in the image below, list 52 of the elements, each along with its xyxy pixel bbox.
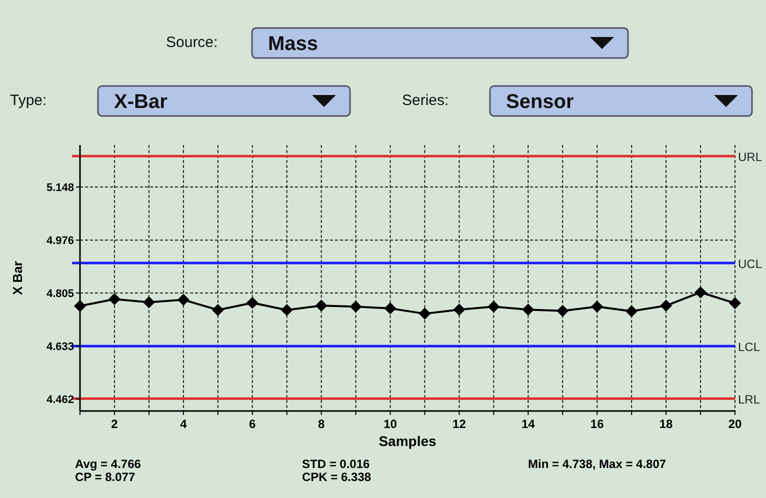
point [384,302,396,314]
y-tick-label: 4.633 [46,341,74,354]
text: STD = 0.016 [302,457,370,471]
y-tick-label: 4.805 [46,288,74,300]
point [418,308,431,320]
x-tick-label: 6 [249,417,256,431]
point [626,305,638,318]
point [522,304,534,316]
point [488,300,500,313]
ref-line-label: UCL [738,257,762,272]
point [453,304,466,316]
source-note: Source: [166,34,218,51]
x-tick-label: 18 [659,417,674,431]
point [212,304,224,316]
point [556,304,569,317]
text: CP = 8.077 [75,470,136,484]
point [280,304,293,316]
point [177,294,190,306]
text: Mass [268,33,318,55]
point [591,300,604,313]
text: Type: [10,92,47,109]
point [694,286,707,298]
text: X-Bar [114,91,168,113]
x-tick-label: 10 [384,417,398,431]
y-tick-label: 4.976 [46,235,74,248]
text: CPK = 6.338 [302,470,372,484]
x-tick-label: 4 [180,417,188,431]
ref-line-label: LRL [738,392,760,407]
y-axis-title: X Bar [10,261,25,295]
point [315,300,328,312]
point [74,300,86,312]
x-tick-label: 14 [521,417,536,431]
point [108,293,120,306]
point [350,300,362,313]
ref-line-label: URL [738,150,762,164]
x-tick-label: 20 [728,417,742,431]
x-tick-label: 16 [590,417,604,431]
point [729,297,741,310]
text: Sensor [506,91,574,113]
point [246,296,258,309]
x-tick-label: 8 [318,417,325,431]
text: Avg = 4.766 [75,457,142,471]
x-tick-label: 12 [452,417,466,431]
ref-line-label: LCL [738,340,760,354]
point [142,296,155,308]
text: Series: [402,92,449,109]
text: Min = 4.738, Max = 4.807 [528,457,666,471]
y-tick-label: 4.462 [46,394,74,406]
point [660,300,672,312]
x-axis-title: Samples [378,433,437,449]
x-tick-label: 2 [111,417,118,431]
y-tick-label: 5.148 [46,182,74,194]
